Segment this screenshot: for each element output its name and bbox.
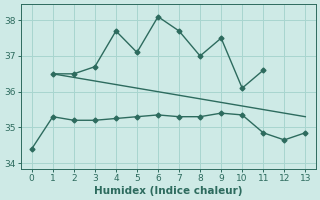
- X-axis label: Humidex (Indice chaleur): Humidex (Indice chaleur): [94, 186, 243, 196]
